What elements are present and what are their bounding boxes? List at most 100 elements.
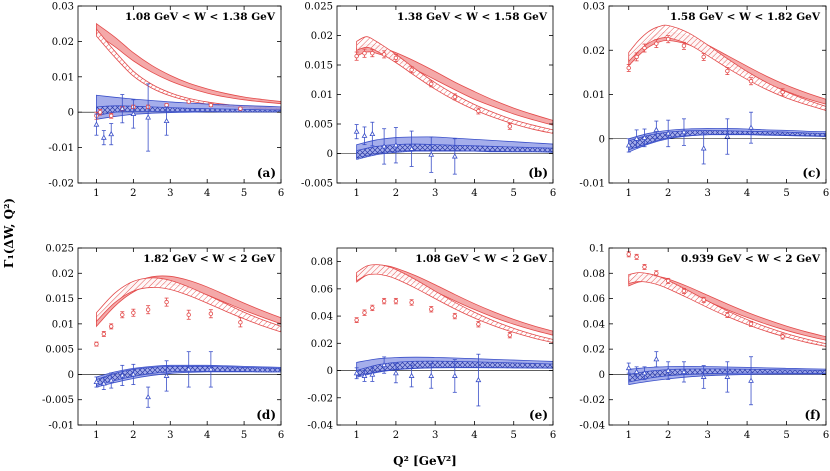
y-tick-label: 0.02 — [311, 31, 333, 42]
neutron-point — [633, 368, 640, 374]
neutron-point — [381, 361, 388, 368]
proton-point — [748, 321, 754, 327]
neutron-point — [100, 380, 107, 386]
x-tick-label: 5 — [783, 430, 789, 441]
y-axis-label: Γ₁(ΔW, Q²) — [2, 198, 16, 268]
proton-point — [654, 41, 659, 46]
proton-point — [507, 124, 512, 129]
panel-frame — [77, 5, 282, 184]
x-tick-label: 1 — [626, 430, 632, 441]
panel-label: (a) — [257, 166, 276, 180]
proton-point — [393, 298, 399, 304]
proton-point — [701, 54, 706, 60]
y-tick-label: -0.02 — [48, 179, 74, 190]
neutron-point — [408, 145, 415, 151]
proton-band-hatched — [356, 36, 553, 134]
proton-point — [238, 320, 243, 325]
neutron-point — [93, 378, 100, 385]
x-tick-label: 4 — [744, 188, 750, 199]
y-tick-label: 0.1 — [589, 244, 605, 255]
x-tick-label: 5 — [783, 188, 789, 199]
y-tick-label: -0.02 — [307, 393, 333, 404]
proton-point — [120, 312, 125, 317]
x-tick-label: 3 — [704, 188, 710, 199]
panel-5: 1 2 3 4 5 6 -0.04 -0.02 0 0.02 0.04 0.06 0.08 0.1 0.93… — [579, 244, 829, 442]
plot-area — [337, 264, 553, 407]
x-tick-label: 6 — [823, 188, 829, 199]
proton-point — [634, 54, 639, 60]
y-tick-label: 0.06 — [311, 284, 333, 295]
x-tick-label: 3 — [704, 430, 710, 441]
proton-point — [381, 298, 387, 304]
proton-band-hatched — [356, 264, 553, 344]
y-tick-label: 0.01 — [52, 72, 74, 83]
proton-point — [780, 334, 785, 339]
panel-label: (f) — [804, 408, 821, 422]
x-tick-label: 3 — [432, 188, 438, 199]
y-tick-label: 0 — [68, 108, 74, 119]
y-tick-label: 0 — [599, 134, 605, 145]
proton-point — [409, 67, 414, 72]
proton-point — [429, 81, 434, 87]
panel-title: 1.38 GeV < W < 1.58 GeV — [397, 11, 548, 23]
x-tick-label: 2 — [393, 430, 399, 441]
x-tick-label: 6 — [550, 430, 556, 441]
proton-point — [354, 317, 359, 323]
proton-point — [626, 252, 631, 257]
neutron-point — [361, 372, 368, 378]
panel-0: 1 2 3 4 5 6 -0.02 -0.01 0 0.01 0.02 0.03 1.08 GeV < … — [48, 2, 284, 200]
panel-title: 1.58 GeV < W < 1.82 GeV — [670, 11, 821, 23]
y-tick-label: -0.005 — [301, 179, 333, 190]
x-tick-label: 5 — [511, 188, 517, 199]
neutron-point — [700, 373, 707, 379]
plot-area — [337, 36, 553, 175]
proton-band-solid — [96, 22, 281, 105]
neutron-point — [451, 153, 458, 159]
neutron-point — [353, 128, 360, 134]
x-tick-label: 3 — [167, 188, 173, 199]
neutron-point — [361, 132, 368, 138]
proton-point — [164, 102, 169, 108]
y-tick-label: 0 — [599, 370, 605, 381]
neutron-point — [408, 372, 415, 378]
proton-point — [109, 113, 114, 118]
neutron-band-hatched — [628, 368, 826, 383]
neutron-point — [369, 371, 376, 377]
proton-point — [94, 341, 99, 347]
proton-point — [476, 322, 481, 327]
y-tick-label: -0.02 — [579, 395, 605, 406]
neutron-point — [163, 117, 170, 124]
x-tick-label: 1 — [93, 188, 99, 199]
y-tick-label: -0.04 — [307, 421, 333, 432]
proton-point — [97, 109, 103, 115]
neutron-point — [381, 143, 388, 149]
y-tick-label: 0.02 — [52, 269, 74, 280]
x-tick-label: 3 — [167, 430, 173, 441]
y-tick-label: 0 — [327, 149, 333, 160]
y-tick-label: 0.015 — [45, 294, 74, 305]
y-tick-label: 0.02 — [311, 339, 333, 350]
proton-band-hatched — [96, 277, 281, 333]
panel-label: (b) — [528, 166, 548, 180]
proton-point — [109, 324, 114, 329]
x-tick-label: 2 — [665, 430, 671, 441]
neutron-point — [130, 371, 137, 377]
x-tick-label: 3 — [432, 430, 438, 441]
proton-point — [393, 55, 399, 61]
y-tick-label: 0.03 — [583, 2, 605, 13]
proton-point — [748, 79, 754, 84]
neutron-point — [700, 145, 707, 151]
y-tick-label: 0.08 — [311, 257, 333, 268]
neutron-point — [653, 356, 660, 362]
proton-point — [208, 311, 214, 316]
neutron-point — [475, 376, 482, 383]
y-tick-label: 0.04 — [583, 319, 605, 330]
x-tick-label: 2 — [665, 188, 671, 199]
panel-frame — [77, 247, 282, 426]
neutron-band-hatched — [96, 105, 281, 117]
neutron-point — [748, 377, 754, 383]
neutron-point — [724, 373, 731, 379]
plot-area — [609, 251, 826, 406]
y-tick-label: -0.04 — [579, 421, 605, 432]
x-tick-label: 1 — [353, 430, 359, 441]
